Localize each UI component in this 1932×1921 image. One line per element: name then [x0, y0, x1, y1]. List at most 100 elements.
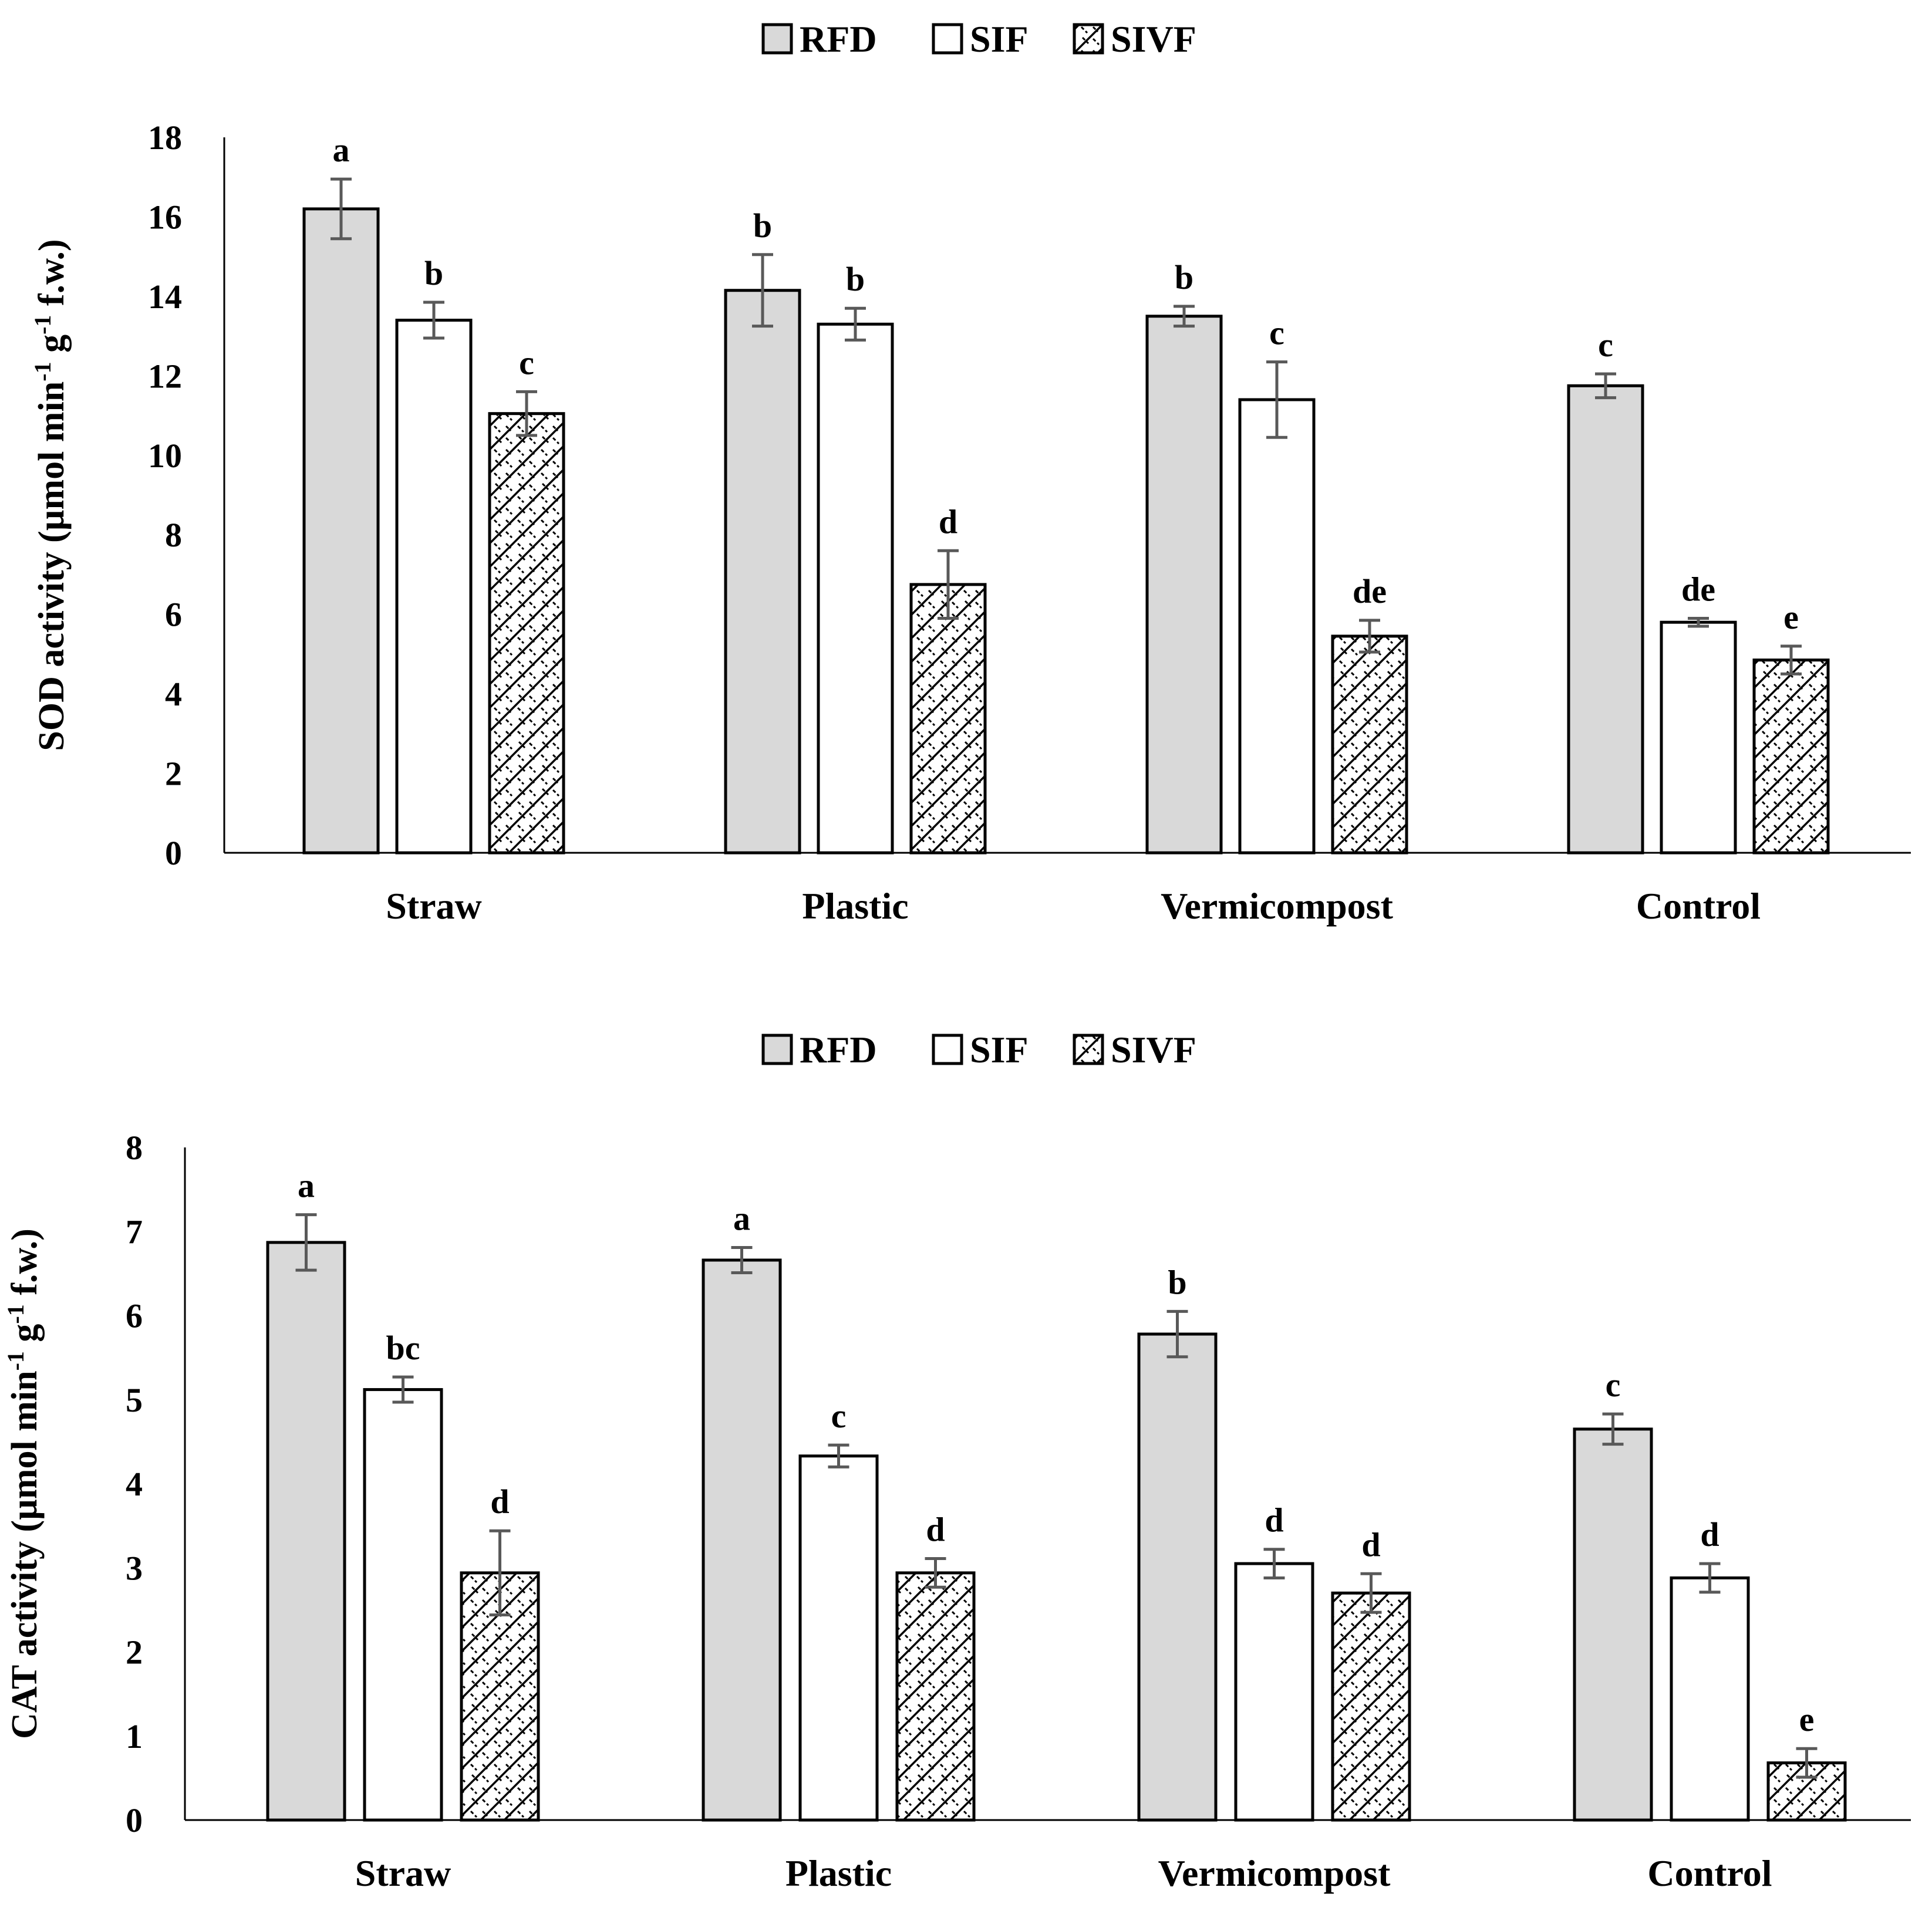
- error-bar-sif: [1699, 1562, 1721, 1594]
- sod-y-tick-label: 12: [148, 357, 182, 395]
- legend-swatch-sivf: [1073, 1034, 1104, 1065]
- legend-label-rfd: RFD: [800, 1029, 877, 1071]
- cat-y-tick-label: 2: [126, 1633, 143, 1672]
- significance-letter: de: [1353, 572, 1387, 610]
- bar-sivf: [1331, 1591, 1411, 1822]
- bar-sivf: [895, 1571, 976, 1822]
- bar-sif: [1670, 1576, 1750, 1822]
- error-bar-sif: [1263, 1548, 1285, 1579]
- significance-letter: c: [1598, 326, 1613, 364]
- legend-label-rfd: RFD: [800, 18, 877, 60]
- bar-sivf: [909, 583, 987, 855]
- legend-label-sivf: SIVF: [1111, 1029, 1196, 1071]
- x-category-label-control: Control: [1647, 1852, 1772, 1894]
- bar-sif: [1234, 1562, 1314, 1822]
- error-bar-sivf: [1359, 619, 1380, 654]
- x-category-label-straw: Straw: [355, 1852, 451, 1894]
- significance-letter: d: [926, 1510, 945, 1548]
- error-bar-sif: [1266, 360, 1287, 439]
- bar-rfd: [266, 1241, 346, 1822]
- cat-group-straw: a bc d Straw: [266, 1167, 540, 1894]
- error-bar-sivf: [938, 549, 959, 620]
- error-bar-sivf: [1796, 1747, 1818, 1779]
- error-bar-sivf: [925, 1557, 946, 1589]
- cat-chart: RFD SIF SIVF CAT activity (µmol min-1 g-1 f…: [2, 1029, 1911, 1894]
- significance-letter: b: [1175, 258, 1193, 296]
- cat-group-vermicompost: b d d Vermicompost: [1137, 1263, 1411, 1894]
- cat-y-tick-label: 0: [126, 1801, 143, 1839]
- sod-y-tick-label: 8: [165, 516, 182, 554]
- bar-sif: [1660, 620, 1737, 855]
- error-bar-sif: [423, 301, 444, 340]
- legend-swatch-rfd: [761, 1034, 793, 1065]
- significance-letter: d: [1700, 1515, 1719, 1554]
- bar-rfd: [702, 1258, 782, 1822]
- significance-letter: d: [939, 502, 957, 541]
- x-category-label-plastic: Plastic: [785, 1852, 892, 1894]
- bar-rfd: [724, 289, 801, 855]
- x-category-label-vermicompost: Vermicompost: [1161, 885, 1393, 927]
- error-bar-rfd: [731, 1245, 753, 1274]
- x-category-label-vermicompost: Vermicompost: [1158, 1852, 1391, 1894]
- bar-sif: [363, 1388, 443, 1822]
- significance-letter: de: [1681, 570, 1715, 608]
- sod-y-tick-label: 4: [165, 675, 182, 713]
- error-bar-sif: [828, 1443, 849, 1468]
- significance-letter: b: [753, 207, 772, 245]
- sod-y-tick-label: 0: [165, 834, 182, 872]
- legend-swatch-sivf: [1073, 23, 1104, 55]
- significance-letter: d: [1265, 1501, 1283, 1539]
- error-bar-sivf: [516, 390, 537, 437]
- significance-letter: c: [1269, 314, 1284, 352]
- sod-y-axis-title: SOD activity (µmol min-1 g-1 f.w.): [29, 239, 72, 751]
- bar-sivf: [1752, 659, 1830, 855]
- bar-sivf: [488, 412, 565, 855]
- sod-y-tick-label: 14: [148, 278, 182, 316]
- sod-legend: RFD SIF SIVF: [761, 18, 1196, 60]
- sod-y-tick-label: 18: [148, 119, 182, 157]
- cat-y-tick-label: 5: [126, 1381, 143, 1419]
- legend-swatch-rfd: [761, 23, 793, 55]
- significance-letter: e: [1799, 1700, 1815, 1738]
- cat-y-tick-label: 4: [126, 1465, 143, 1503]
- significance-letter: a: [298, 1167, 315, 1205]
- cat-y-tick-label: 7: [126, 1213, 143, 1251]
- bar-rfd: [1145, 315, 1223, 855]
- x-category-label-control: Control: [1636, 885, 1761, 927]
- significance-letter: b: [846, 260, 865, 298]
- error-bar-sif: [845, 306, 866, 342]
- x-category-label-straw: Straw: [386, 885, 482, 927]
- legend-label-sif: SIF: [970, 18, 1029, 60]
- significance-letter: a: [733, 1199, 750, 1237]
- error-bar-sivf: [489, 1529, 511, 1616]
- bar-rfd: [1137, 1332, 1218, 1822]
- cat-y-tick-label: 6: [126, 1297, 143, 1335]
- cat-y-axis-title: CAT activity (µmol min-1 g-1 f.w.): [2, 1228, 45, 1739]
- error-bar-rfd: [331, 177, 352, 241]
- bar-sif: [1238, 398, 1316, 855]
- sod-group-control: c de e Control: [1567, 326, 1830, 927]
- significance-letter: b: [424, 254, 443, 292]
- sod-group-vermicompost: b c de Vermicompost: [1145, 258, 1408, 927]
- bar-sif: [817, 322, 894, 855]
- bar-rfd: [1573, 1427, 1653, 1822]
- significance-letter: c: [1606, 1366, 1621, 1404]
- cat-y-tick-label: 3: [126, 1549, 143, 1587]
- bar-rfd: [1567, 384, 1644, 855]
- significance-letter: e: [1783, 598, 1799, 636]
- sod-group-plastic: b b d Plastic: [724, 207, 987, 927]
- legend-swatch-sif: [932, 1034, 963, 1065]
- bar-rfd: [302, 207, 380, 855]
- error-bar-rfd: [1595, 372, 1616, 400]
- error-bar-rfd: [1602, 1412, 1624, 1446]
- x-category-label-plastic: Plastic: [802, 885, 908, 927]
- sod-y-tick-label: 10: [148, 437, 182, 475]
- significance-letter: a: [333, 131, 350, 169]
- bar-sivf: [1331, 634, 1408, 855]
- bar-sif: [395, 319, 473, 855]
- error-bar-sif: [392, 1375, 414, 1404]
- cat-group-control: c d e Control: [1573, 1366, 1847, 1894]
- error-bar-rfd: [1166, 1309, 1188, 1359]
- error-bar-rfd: [295, 1213, 317, 1272]
